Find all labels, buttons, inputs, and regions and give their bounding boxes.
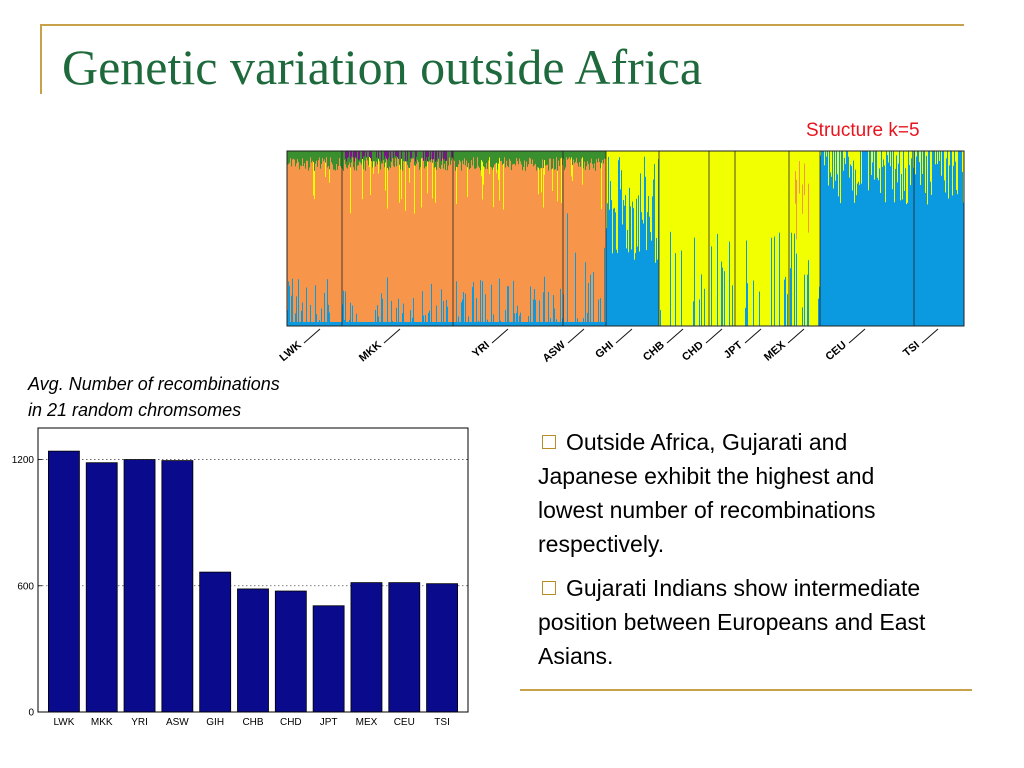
x-tick-label-TSI: TSI [434,717,450,728]
population-label-MKK: MKK [357,339,384,364]
population-block-TSI [914,151,964,326]
population-label-leader [491,328,509,344]
population-label-leader [383,328,401,344]
population-label-CHD: CHD [680,339,706,364]
y-tick-label: 600 [17,581,34,592]
bar-CHD [274,590,307,713]
bottom-rule [520,689,972,691]
x-tick-label-ASW: ASW [166,717,189,728]
x-tick-label-CEU: CEU [394,717,415,728]
chart-caption-line2: in 21 random chromsomes [28,400,242,420]
recombination-bar-chart: 0 600 1200 LWK MKK YRI ASW GIH CHB CHD JPT MEX CEU TS… [12,427,469,728]
population-block-CEU [820,151,914,326]
checkbox-bullet-icon [542,435,556,449]
population-label-MEX: MEX [762,339,788,364]
population-label-JPT: JPT [722,339,745,361]
bullet-text: Outside Africa, Gujarati and Japanese ex… [538,429,876,557]
population-label-leader [705,328,723,344]
y-tick-label: 1200 [12,455,35,466]
population-label-leader [848,328,866,344]
chart-caption-line1: Avg. Number of recombinations [28,374,280,394]
population-block-ASW [563,151,606,326]
population-label-ASW: ASW [541,339,569,365]
x-tick-label-MEX: MEX [356,717,378,728]
population-label-leader [744,328,762,344]
population-block-CHB [659,151,709,326]
population-block-JPT [735,151,789,326]
structure-label: Structure k=5 [806,120,920,141]
x-tick-label-CHB: CHB [242,717,263,728]
population-label-CEU: CEU [823,339,849,363]
bar-JPT [312,605,345,713]
population-label-GHI: GHI [593,339,616,361]
frame-left-rule [40,24,42,94]
bar-TSI [426,583,458,713]
bar-ASW [161,460,194,713]
bars: LWK MKK YRI ASW GIH CHB CHD JPT MEX CEU TSI [48,450,458,728]
x-tick-label-JPT: JPT [320,717,338,728]
bullet-item: Gujarati Indians show intermediate posit… [538,571,938,673]
population-separators [341,151,915,326]
bar-LWK [48,450,80,713]
structure-bars [287,151,964,326]
population-label-leader [615,328,633,344]
population-label-leader [666,328,684,344]
bar-CHB [237,588,269,713]
population-label-leader [303,328,321,344]
x-tick-label-GIH: GIH [206,717,224,728]
bullet-list: Outside Africa, Gujarati and Japanese ex… [538,425,938,683]
bar-MKK [85,462,118,713]
x-tick-label-MKK: MKK [91,717,113,728]
bar-MEX [350,582,383,713]
structure-frame [286,150,965,327]
structure-plot: LWK MKK YRI ASW GHI CHB CHD JPT MEX CEU TSI [277,150,965,365]
y-tick-label: 0 [28,708,34,719]
population-label-TSI: TSI [901,339,922,359]
bar-CEU [388,582,421,713]
bar-GIH [199,571,232,713]
population-label-YRI: YRI [470,339,492,360]
population-label-leader [787,328,805,344]
population-label-leader [921,328,939,344]
chart-caption: Avg. Number of recombinations in 21 rand… [28,371,280,423]
x-tick-label-LWK: LWK [53,717,74,728]
checkbox-bullet-icon [542,581,556,595]
x-tick-label-YRI: YRI [131,717,148,728]
population-label-LWK: LWK [277,339,303,364]
population-label-leader [567,328,585,344]
population-labels: LWK MKK YRI ASW GHI CHB CHD JPT MEX CEU TSI [277,328,939,365]
population-block-MKK [342,151,453,326]
slide-title: Genetic variation outside Africa [62,39,703,95]
population-label-CHB: CHB [641,339,667,364]
bullet-text: Gujarati Indians show intermediate posit… [538,575,926,669]
bullet-item: Outside Africa, Gujarati and Japanese ex… [538,425,938,561]
bar-YRI [123,459,156,713]
frame-top-rule [40,24,964,26]
x-tick-label-CHD: CHD [280,717,302,728]
bar-chart-frame [37,427,469,713]
